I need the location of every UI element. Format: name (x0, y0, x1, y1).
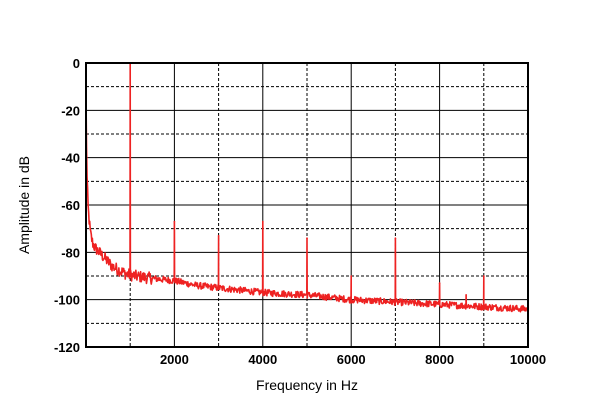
y-tick-label: -20 (61, 103, 80, 118)
spectrum-line (85, 62, 529, 313)
x-tick-label: 4000 (248, 352, 277, 367)
harmonic-peak-point (350, 275, 353, 277)
y-tick-label: -100 (54, 293, 80, 308)
grid (86, 63, 528, 347)
y-tick-label: -60 (61, 198, 80, 213)
harmonic-peak-point (173, 220, 176, 223)
harmonic-peak-point (483, 275, 485, 277)
y-tick-label: -40 (61, 151, 80, 166)
x-tick-label: 8000 (425, 352, 454, 367)
x-tick-label: 2000 (160, 352, 189, 367)
x-tick-label: 10000 (510, 352, 546, 367)
harmonic-peak-point (262, 220, 264, 223)
y-tick-labels: 0 -20 -40 -60 -80 -100 -120 (54, 56, 80, 355)
y-tick-label: -80 (61, 245, 80, 260)
harmonic-peak-point (438, 282, 441, 284)
x-axis-title: Frequency in Hz (256, 377, 358, 393)
harmonic-peak-point (465, 294, 467, 296)
y-axis-title: Amplitude in dB (16, 156, 32, 254)
harmonic-peak-point (306, 237, 308, 239)
harmonic-peak-point (394, 237, 397, 239)
harmonic-peak-point (217, 234, 220, 237)
plot-frame (85, 62, 529, 348)
y-tick-label: 0 (73, 56, 80, 71)
y-tick-label: -120 (54, 340, 80, 355)
x-tick-label: 6000 (337, 352, 366, 367)
x-tick-labels: 2000 4000 6000 8000 10000 (160, 352, 546, 367)
